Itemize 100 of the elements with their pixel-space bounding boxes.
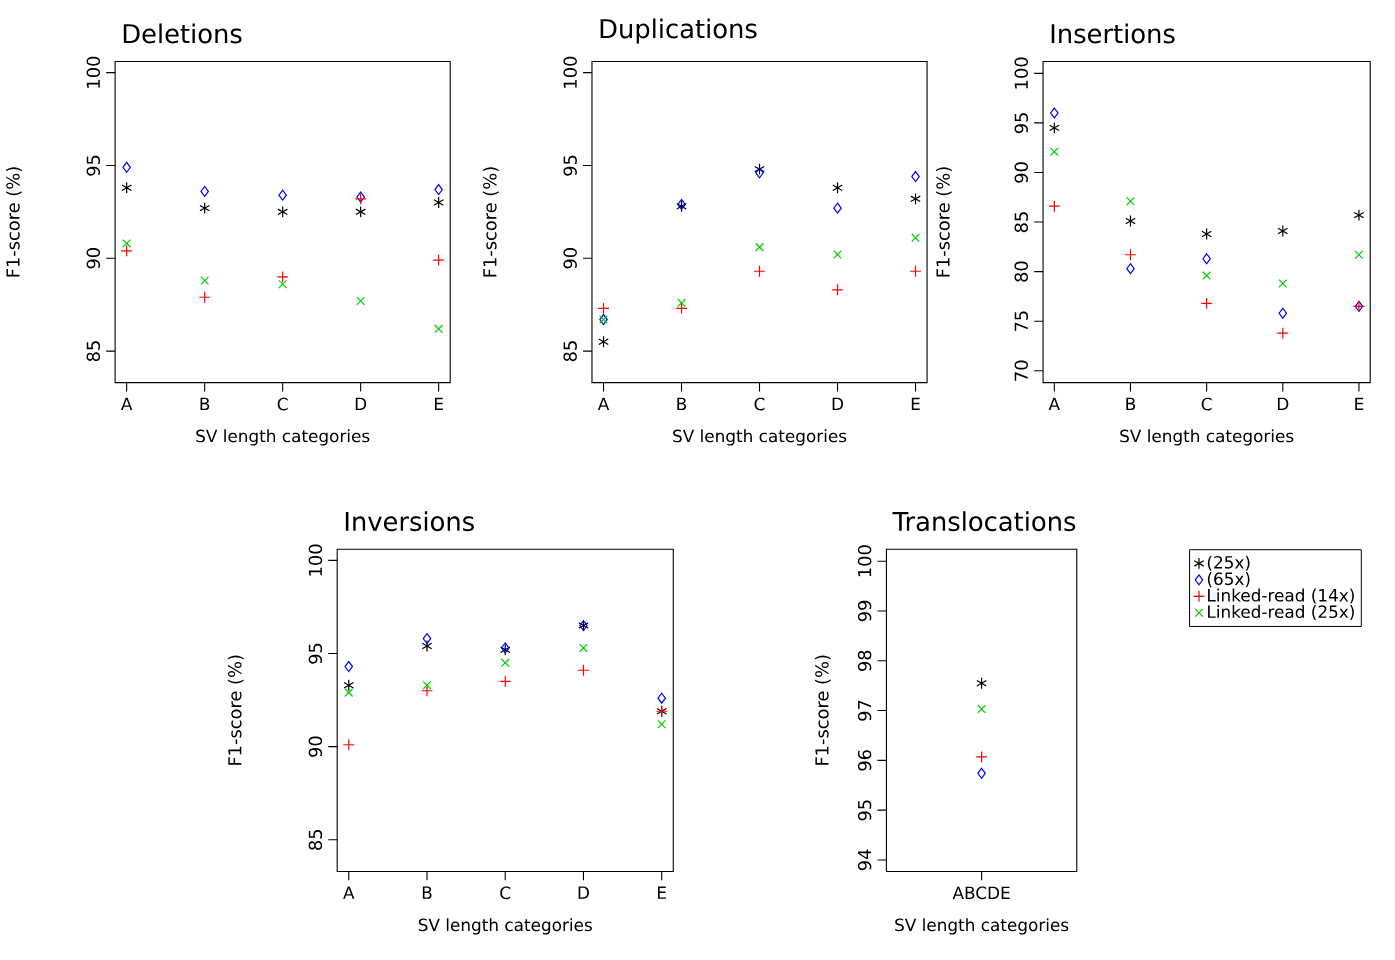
- x-tick-label: E: [658, 886, 666, 899]
- point: [1126, 196, 1135, 206]
- point: [1276, 327, 1289, 340]
- point: [1125, 215, 1136, 228]
- point: [1049, 147, 1059, 157]
- point: [499, 675, 512, 688]
- point: [1202, 253, 1211, 265]
- point: [909, 265, 922, 278]
- point: [278, 279, 288, 289]
- point: [597, 302, 610, 315]
- point: [1278, 279, 1288, 289]
- y-tick-label: 90: [308, 736, 323, 758]
- x-tick-label: D: [355, 397, 367, 411]
- y-tick-label: 95: [857, 800, 872, 821]
- point: [121, 181, 132, 194]
- x-axis-title: SV length categories: [673, 429, 847, 446]
- point: [343, 679, 355, 692]
- point: [911, 233, 920, 243]
- legend-label: Linked-read (25x): [1208, 605, 1354, 621]
- point: [657, 692, 667, 704]
- y-tick-label: 100: [308, 544, 323, 576]
- y-axis-title: F1-score (%): [814, 655, 831, 766]
- point: [754, 163, 765, 176]
- y-tick-label: 90: [563, 248, 577, 269]
- x-tick-label: D: [1277, 397, 1289, 411]
- x-tick-label: E: [1355, 397, 1364, 411]
- point: [198, 291, 211, 304]
- y-tick-label: 85: [1014, 212, 1028, 233]
- y-axis-title: F1-score (%): [482, 167, 499, 277]
- y-tick-label: 99: [857, 601, 872, 622]
- x-tick-label: C: [277, 397, 288, 411]
- point: [342, 738, 355, 751]
- point: [1050, 107, 1059, 119]
- x-axis-title: SV length categories: [895, 918, 1069, 935]
- y-tick-label: 70: [1014, 360, 1028, 381]
- point: [278, 189, 287, 201]
- y-tick-label: 85: [308, 830, 323, 851]
- y-tick-label: 90: [86, 248, 101, 269]
- point: [1202, 271, 1212, 281]
- chart-title: Deletions: [123, 23, 242, 44]
- y-tick-label: 95: [563, 155, 577, 176]
- x-tick-label: C: [500, 886, 511, 900]
- chart-title: Insertions: [1051, 23, 1175, 44]
- x-tick-label: C: [754, 397, 765, 411]
- point: [420, 684, 434, 697]
- y-tick-label: 80: [1014, 261, 1028, 282]
- point: [1048, 200, 1061, 213]
- point: [1049, 121, 1060, 135]
- point: [755, 167, 764, 179]
- point: [434, 324, 444, 334]
- point: [1124, 248, 1137, 261]
- y-tick-label: 90: [1014, 162, 1028, 183]
- y-tick-label: 94: [857, 849, 872, 871]
- point: [753, 265, 766, 278]
- point: [832, 181, 843, 194]
- x-tick-label: A: [343, 886, 355, 899]
- point: [577, 664, 590, 677]
- x-tick-label: B: [1126, 397, 1136, 411]
- x-tick-label: D: [578, 886, 589, 899]
- x-axis-title: SV length categories: [1120, 429, 1294, 446]
- point: [422, 680, 432, 690]
- point: [831, 283, 844, 297]
- point: [657, 720, 667, 729]
- point: [910, 192, 921, 206]
- x-tick-label: A: [1048, 397, 1060, 411]
- point: [122, 239, 132, 249]
- chart-title: Duplications: [600, 18, 757, 44]
- x-tick-label: A: [121, 397, 133, 411]
- point: [833, 202, 842, 214]
- y-tick-label: 97: [857, 700, 872, 721]
- point: [344, 688, 354, 698]
- point: [422, 633, 432, 645]
- y-axis-title: F1-score (%): [935, 167, 952, 277]
- point: [1353, 209, 1365, 222]
- y-tick-label: 100: [1014, 57, 1028, 89]
- y-tick-label: 98: [857, 650, 872, 672]
- point: [598, 335, 609, 349]
- x-axis-title: SV length categories: [196, 429, 370, 446]
- legend-label: (65x): [1207, 572, 1250, 588]
- point: [833, 250, 842, 260]
- y-tick-label: 95: [1014, 113, 1028, 134]
- x-tick-label: B: [422, 886, 432, 899]
- point: [1126, 263, 1135, 275]
- point: [1200, 297, 1213, 310]
- y-axis-title: F1-score (%): [5, 167, 22, 277]
- point: [200, 186, 209, 198]
- point: [1201, 228, 1212, 241]
- point: [1278, 307, 1288, 319]
- x-tick-label: E: [911, 397, 920, 411]
- point: [432, 254, 445, 267]
- y-tick-label: 95: [86, 155, 101, 176]
- point: [344, 661, 354, 673]
- point: [911, 171, 920, 183]
- x-tick-label: B: [200, 397, 210, 411]
- point: [356, 296, 366, 306]
- x-tick-label: B: [677, 397, 687, 411]
- y-tick-label: 100: [86, 56, 101, 88]
- point: [579, 643, 588, 653]
- point: [276, 270, 289, 284]
- point: [677, 298, 686, 308]
